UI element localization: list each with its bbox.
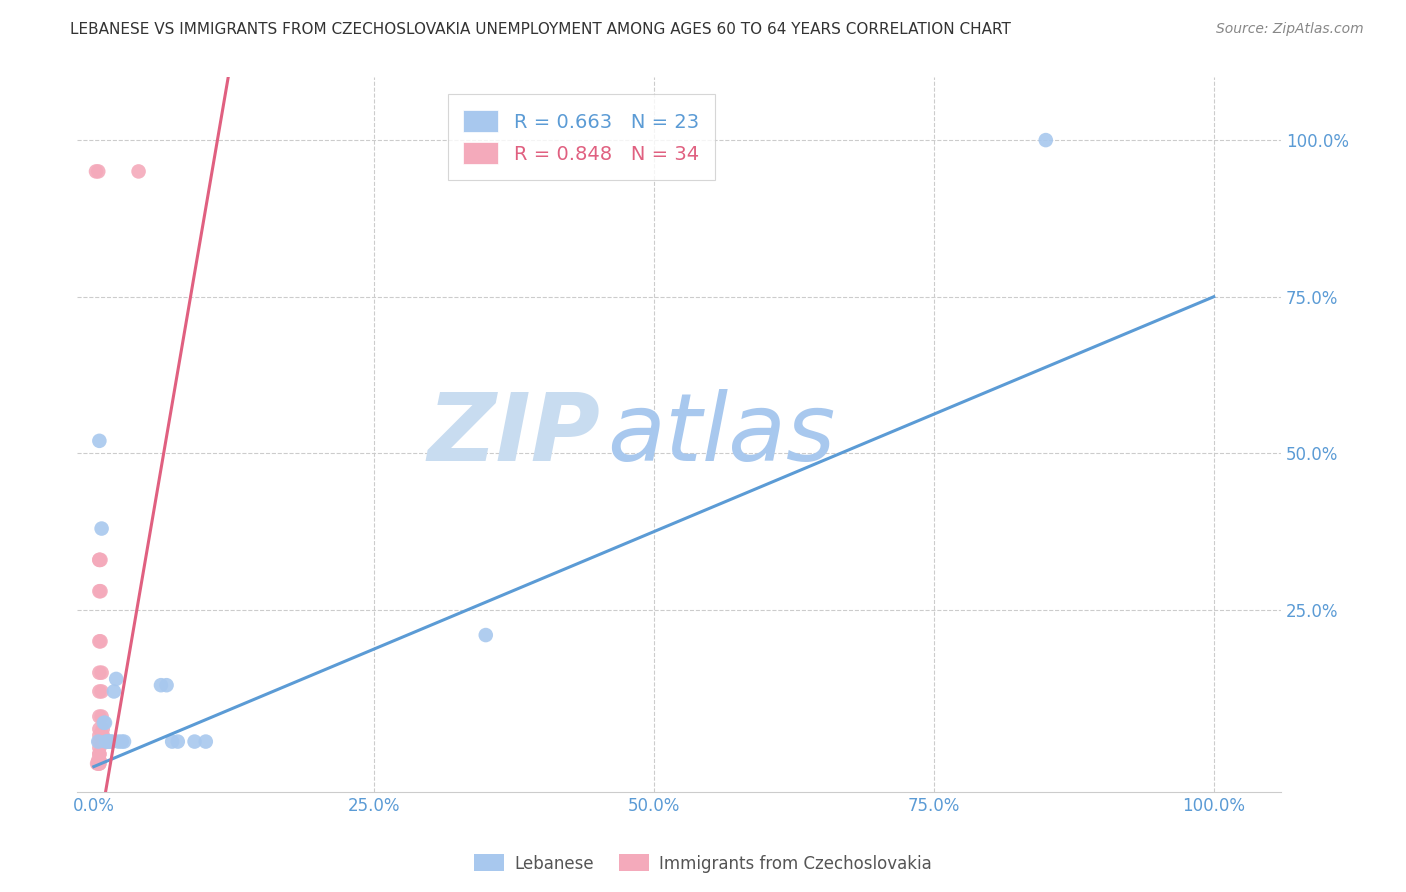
Point [90,665,112,680]
Point [89,747,111,761]
Point [107,734,129,748]
Point [89,584,111,599]
Point [96,734,118,748]
Point [87,734,110,748]
Point [155,678,177,692]
Point [90,684,112,698]
Point [97,734,120,748]
Point [89,709,111,723]
Point [87,164,110,178]
Point [91,728,114,742]
Point [89,665,111,680]
Point [90,522,112,536]
Point [94,715,117,730]
Point [89,728,111,742]
Point [1035,133,1057,147]
Point [160,734,183,748]
Point [111,734,134,748]
Text: atlas: atlas [607,389,835,480]
Point [89,722,111,736]
Point [89,634,111,648]
Point [86,756,108,771]
Point [105,672,128,686]
Point [194,734,217,748]
Point [89,584,111,599]
Point [89,734,111,748]
Point [89,553,111,567]
Point [89,753,111,767]
Point [128,164,150,178]
Point [89,753,111,767]
Point [93,715,115,730]
Point [87,753,110,767]
Text: Source: ZipAtlas.com: Source: ZipAtlas.com [1216,22,1364,37]
Point [89,684,111,698]
Legend: R = 0.663   N = 23, R = 0.848   N = 34: R = 0.663 N = 23, R = 0.848 N = 34 [449,95,714,180]
Point [183,734,205,748]
Point [91,722,114,736]
Point [84,164,107,178]
Point [149,678,172,692]
Point [89,553,111,567]
Point [89,553,111,567]
Point [89,434,111,448]
Text: ZIP: ZIP [427,389,600,481]
Text: LEBANESE VS IMMIGRANTS FROM CZECHOSLOVAKIA UNEMPLOYMENT AMONG AGES 60 TO 64 YEAR: LEBANESE VS IMMIGRANTS FROM CZECHOSLOVAK… [70,22,1011,37]
Point [112,734,135,748]
Point [89,634,111,648]
Point [89,747,111,761]
Point [89,756,111,771]
Point [100,734,122,748]
Point [100,734,122,748]
Point [474,628,496,642]
Point [89,740,111,755]
Point [103,684,125,698]
Legend: Lebanese, Immigrants from Czechoslovakia: Lebanese, Immigrants from Czechoslovakia [468,847,938,880]
Point [89,756,111,771]
Point [94,734,117,748]
Point [94,734,117,748]
Point [93,734,115,748]
Point [96,734,118,748]
Point [90,709,112,723]
Point [87,756,110,771]
Point [166,734,188,748]
